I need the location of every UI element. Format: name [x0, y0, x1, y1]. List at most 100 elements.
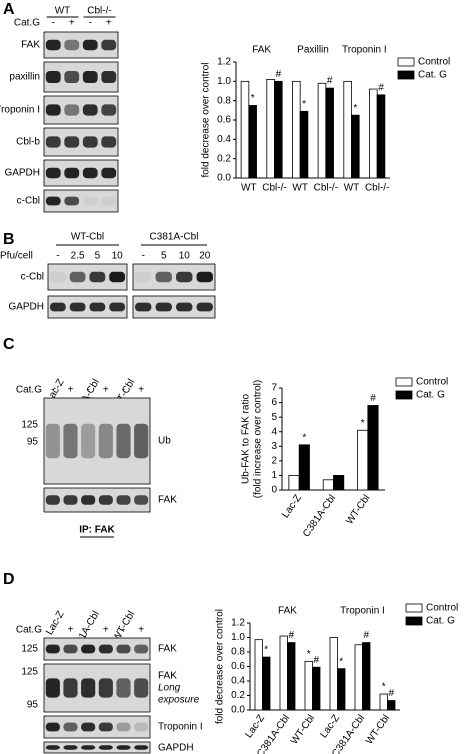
bar	[376, 94, 386, 179]
y-tick-label: 1.0	[231, 632, 245, 643]
significance-marker: *	[307, 649, 311, 660]
y-tick-label: 4	[271, 426, 277, 437]
band	[45, 39, 61, 51]
label: Ub	[158, 436, 171, 447]
y-tick-label: 1.0	[217, 76, 231, 87]
significance-marker: *	[353, 103, 357, 114]
band	[82, 104, 98, 116]
label: C	[3, 336, 15, 353]
group-label: FAK	[252, 45, 271, 56]
band	[81, 423, 96, 459]
band	[135, 271, 152, 283]
band	[63, 495, 78, 505]
label: GAPDH	[4, 168, 40, 179]
band	[134, 745, 149, 750]
y-tick-label: 3	[271, 441, 277, 452]
band	[45, 136, 61, 148]
bar	[322, 479, 334, 491]
label: +	[106, 18, 112, 29]
y-tick-label: 2	[271, 455, 277, 466]
band	[81, 722, 96, 732]
significance-marker: #	[363, 630, 369, 641]
band	[116, 745, 131, 750]
band	[116, 423, 131, 459]
band	[63, 678, 78, 698]
label: Cat.G	[14, 18, 40, 29]
bar	[298, 444, 310, 491]
x-tick-label: Lac-Z	[280, 493, 304, 520]
bar	[287, 642, 296, 711]
bar	[292, 80, 301, 179]
band	[116, 495, 131, 505]
x-tick-label: Lac-Z	[318, 713, 342, 740]
blot	[132, 295, 216, 319]
label: B	[3, 231, 15, 248]
band	[89, 302, 106, 312]
band	[134, 722, 149, 732]
x-tick-label: Lac-Z	[243, 713, 267, 740]
band	[45, 644, 60, 654]
bar	[357, 429, 369, 491]
band	[69, 302, 86, 312]
y-tick-label: 0.2	[217, 153, 231, 164]
label: 95	[27, 700, 39, 711]
group-label: Paxillin	[297, 45, 329, 56]
x-tick-label: WT	[241, 183, 257, 194]
legend-swatch	[395, 377, 413, 387]
blot	[43, 741, 151, 754]
blot	[43, 715, 151, 739]
legend-label: Cat. G	[418, 70, 447, 81]
band	[49, 271, 66, 283]
significance-marker: *	[251, 93, 255, 104]
label: -	[51, 625, 54, 636]
significance-marker: #	[288, 630, 294, 641]
significance-marker: *	[264, 645, 268, 656]
band	[63, 644, 78, 654]
legend-swatch	[395, 390, 413, 400]
label: -	[86, 625, 89, 636]
label: D	[3, 571, 15, 588]
x-tick-label: WT-Cbl	[344, 493, 372, 527]
bar	[337, 668, 346, 711]
legend-label: Control	[416, 377, 448, 388]
legend-label: Cat. G	[416, 390, 445, 401]
significance-marker: #	[276, 69, 282, 80]
label: +	[103, 625, 109, 636]
y-tick-label: 0.4	[231, 676, 245, 687]
y-tick-label: 1	[271, 470, 277, 481]
label: -	[86, 385, 89, 396]
label: 10	[112, 251, 124, 262]
bar	[329, 637, 338, 711]
label: c-Cbl	[17, 196, 40, 207]
label: 2.5	[71, 251, 85, 262]
y-tick-label: 0.0	[231, 705, 245, 716]
band	[134, 644, 149, 654]
blot	[43, 397, 151, 485]
label: -	[51, 385, 54, 396]
band	[101, 71, 117, 83]
band	[82, 196, 98, 206]
bar	[304, 661, 313, 711]
label: -	[122, 385, 125, 396]
bar	[354, 644, 363, 711]
band	[64, 196, 80, 206]
band	[98, 644, 113, 654]
band	[98, 495, 113, 505]
band	[45, 495, 60, 505]
bar	[248, 105, 257, 179]
bar	[325, 87, 334, 179]
y-tick-label: 0.8	[217, 95, 231, 106]
band	[98, 423, 113, 459]
band	[98, 722, 113, 732]
label: -	[56, 251, 59, 262]
label: Troponin I	[158, 722, 203, 733]
significance-marker: #	[370, 393, 376, 404]
label: IP: FAK	[79, 525, 115, 536]
label: C381A-Cbl	[150, 232, 199, 243]
bar	[279, 635, 288, 711]
label: -	[122, 625, 125, 636]
label: Cat.G	[16, 625, 42, 636]
label: Pfu/cell	[0, 251, 33, 262]
label: A	[3, 1, 15, 18]
